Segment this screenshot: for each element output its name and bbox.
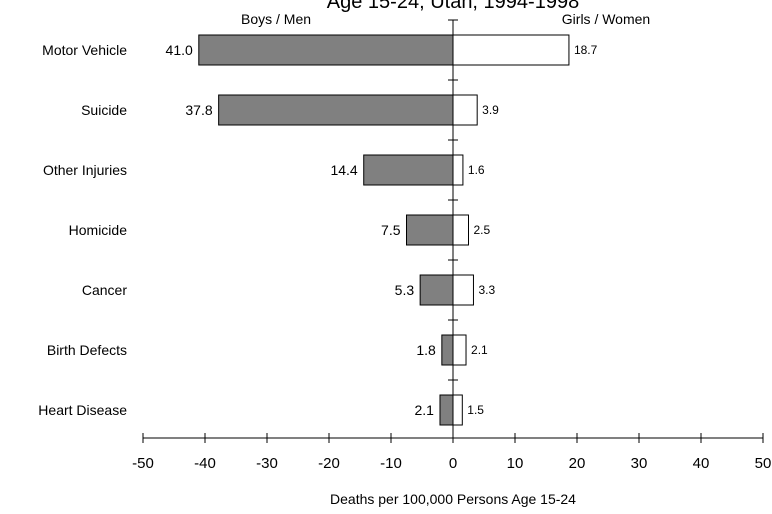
bar-women-suicide [452,94,478,126]
category-label-other-injuries: Other Injuries [43,162,127,178]
right-group-label: Girls / Women [562,11,650,27]
x-tick-label: 40 [693,455,710,472]
bar-men-motor-vehicle [198,34,454,66]
category-label-birth-defects: Birth Defects [47,342,127,358]
bar-women-homicide [452,214,469,246]
data-label-women-heart-disease: 1.5 [467,403,484,417]
bar-men-homicide [406,214,454,246]
x-tick-label: 50 [755,455,772,472]
data-label-men-cancer: 5.3 [395,282,415,298]
data-label-men-motor-vehicle: 41.0 [166,42,193,58]
bar-men-heart-disease [439,394,454,426]
data-label-women-motor-vehicle: 18.7 [574,43,598,57]
data-label-women-cancer: 3.3 [478,283,495,297]
data-label-men-homicide: 7.5 [381,222,401,238]
x-axis-title: Deaths per 100,000 Persons Age 15-24 [330,491,576,507]
chart-title: Age 15-24, Utah, 1994-1998 [327,0,579,13]
bar-men-birth-defects [441,334,454,366]
bar-men-suicide [218,94,454,126]
category-label-cancer: Cancer [82,282,127,298]
bar-women-heart-disease [452,394,463,426]
x-tick-label: 20 [569,455,586,472]
category-label-homicide: Homicide [69,222,128,238]
data-label-women-other-injuries: 1.6 [468,163,485,177]
data-label-men-heart-disease: 2.1 [415,402,435,418]
x-tick-label: 30 [631,455,648,472]
x-axis: -50 -40 -30 -20 -10 0 10 20 30 40 50 [132,433,771,472]
bar-women-cancer [452,274,474,306]
x-tick-label: -20 [318,455,340,472]
x-tick-label: 10 [507,455,524,472]
data-label-women-homicide: 2.5 [474,223,491,237]
bar-women-birth-defects [452,334,467,366]
left-group-label: Boys / Men [241,11,311,27]
x-tick-label: -10 [380,455,402,472]
category-label-suicide: Suicide [81,102,127,118]
x-tick-label: -40 [194,455,216,472]
plot-area: Motor Vehicle 41.0 18.7 Suicide 37.8 3.9 Other… [38,19,598,438]
bar-women-motor-vehicle [452,34,570,66]
x-tick-label: 0 [449,455,457,472]
category-label-heart-disease: Heart Disease [38,402,127,418]
x-tick-label: -30 [256,455,278,472]
data-label-men-other-injuries: 14.4 [330,162,357,178]
data-label-women-birth-defects: 2.1 [471,343,488,357]
category-label-motor-vehicle: Motor Vehicle [42,42,127,58]
x-tick-label: -50 [132,455,154,472]
bar-men-cancer [419,274,454,306]
data-label-men-suicide: 37.8 [185,102,212,118]
data-label-men-birth-defects: 1.8 [416,342,436,358]
data-label-women-suicide: 3.9 [482,103,499,117]
bar-men-other-injuries [363,154,454,186]
bar-women-other-injuries [452,154,464,186]
